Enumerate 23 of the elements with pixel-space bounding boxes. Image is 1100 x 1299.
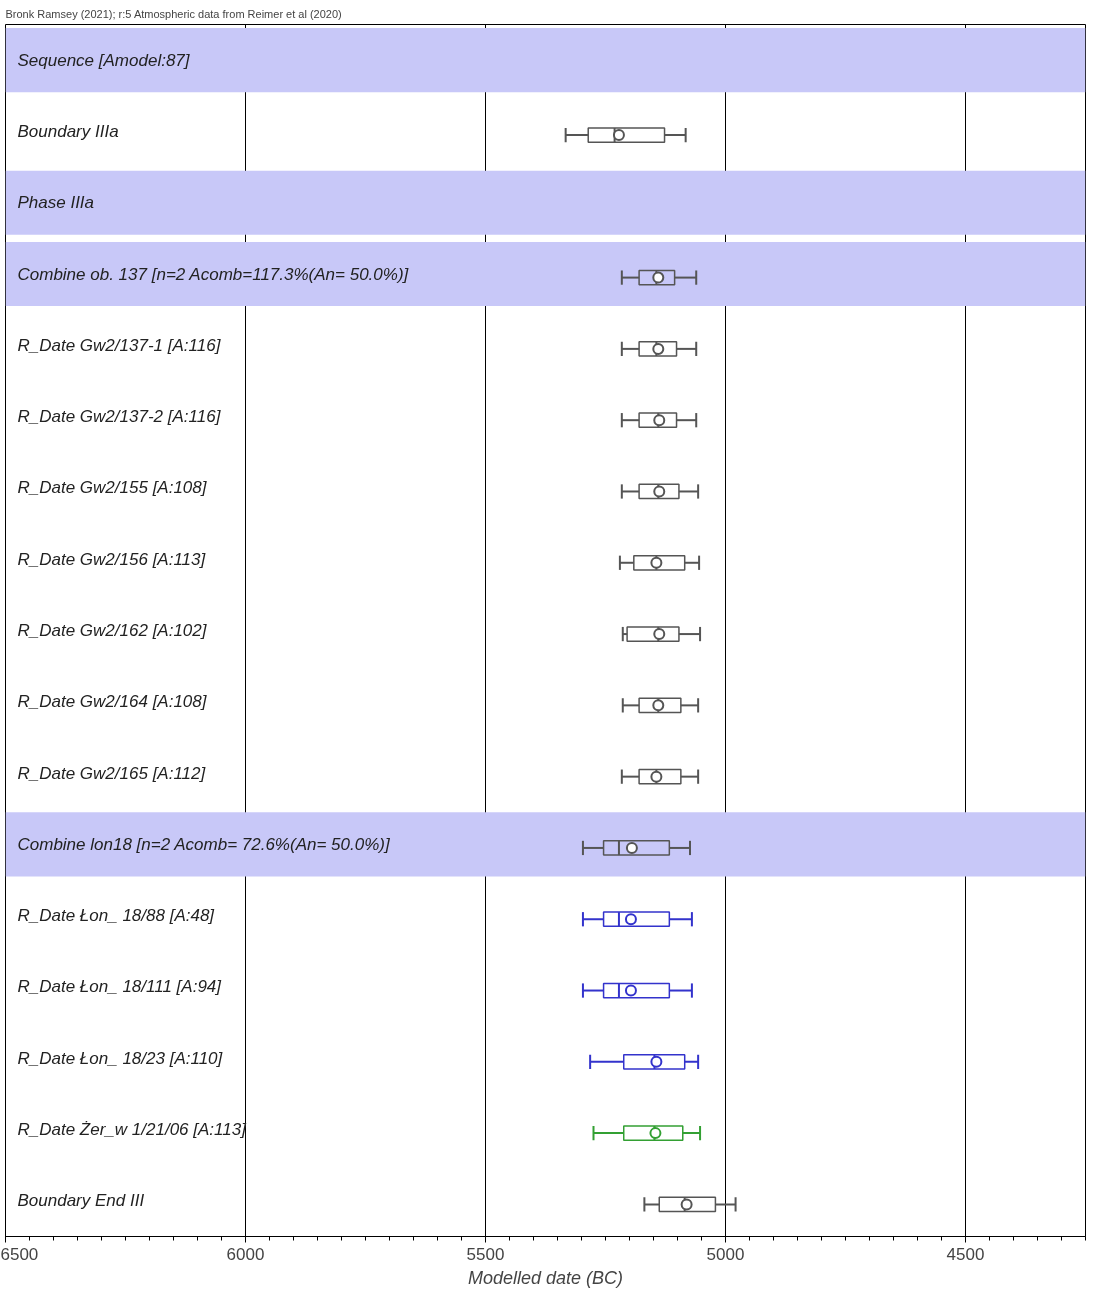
y-tick-label: Combine ob. 137 [n=2 Acomb=117.3%(An= 50.0%)] [17,264,410,284]
y-tick-label: Phase IIIa [17,193,95,213]
y-tick-label: R_Date Gw2/162 [A:102] [17,621,208,640]
y-tick-label: Sequence [Amodel:87] [17,50,191,70]
x-tick-label: 6000 [226,1244,265,1264]
y-tick-label: R_Date Łon_ 18/23 [A:110] [17,1048,224,1068]
y-tick-label: R_Date Łon_ 18/88 [A:48] [17,906,216,926]
y-tick-label: R_Date Gw2/156 [A:113] [17,549,207,569]
y-tick-label: Boundary IIIa [17,121,119,141]
y-tick-label: Boundary End III [17,1191,145,1211]
y-tick-label: R_Date Gw2/137-1 [A:116] [17,335,222,355]
y-tick-label: R_Date Gw2/164 [A:108] [17,692,208,712]
y-tick-label: R_Date Gw2/137-2 [A:116] [17,407,222,427]
x-tick-label: 4500 [946,1244,985,1264]
x-tick-label: 5000 [706,1244,745,1264]
x-tick-label: 6500 [0,1244,39,1264]
x-tick-label: 5500 [466,1244,505,1264]
y-tick-label: R_Date Łon_ 18/111 [A:94] [17,977,223,997]
y-tick-label: R_Date Gw2/155 [A:108] [17,478,208,498]
x-axis-title: Modelled date (BC) [467,1267,624,1288]
text: Bronk Ramsey (2021); r:5 Atmospheric data from Reimer et al (2020) [5,7,342,20]
y-tick-label: Combine lon18 [n=2 Acomb= 72.6%(An= 50.0%)] [17,834,391,854]
y-tick-label: R_Date Gw2/165 [A:112] [17,763,207,783]
